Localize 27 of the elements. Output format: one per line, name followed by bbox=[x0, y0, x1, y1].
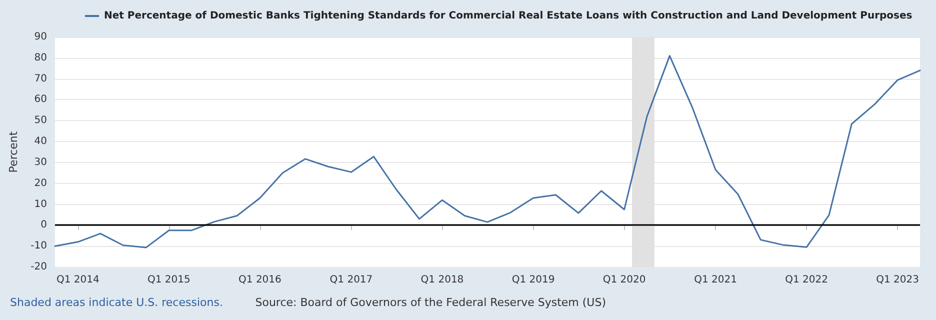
y-tick-label: 10 bbox=[34, 198, 47, 210]
y-tick-label: 0 bbox=[40, 220, 47, 231]
y-tick-label: 60 bbox=[34, 94, 47, 106]
y-tick-label: 80 bbox=[34, 52, 47, 64]
x-tick-label: Q1 2021 bbox=[694, 274, 737, 286]
y-tick-label: -20 bbox=[30, 262, 47, 272]
x-tick-label: Q1 2018 bbox=[420, 274, 464, 286]
y-tick-label: 40 bbox=[34, 136, 47, 148]
text: Shaded areas indicate U.S. recessions. bbox=[10, 296, 223, 309]
x-tick-label: Q1 2022 bbox=[785, 274, 828, 286]
y-axis-title: Percent bbox=[7, 130, 20, 173]
x-tick-label: Q1 2016 bbox=[238, 274, 282, 286]
y-tick-label: 90 bbox=[34, 32, 47, 42]
legend-label: Net Percentage of Domestic Banks Tightening Standards for Commercial Real Estate Loans with Construction and Land Development Purposes bbox=[104, 10, 912, 22]
y-tick-label: 20 bbox=[34, 178, 47, 189]
line-series bbox=[54, 55, 921, 248]
y-tick-label: 30 bbox=[34, 156, 47, 168]
source-note: Source: Board of Governors of the Federal Reserve System (US) bbox=[255, 296, 606, 309]
x-tick-label: Q1 2014 bbox=[56, 274, 100, 286]
y-tick-label: -10 bbox=[30, 240, 47, 252]
y-tick-label: 70 bbox=[34, 73, 47, 84]
x-tick-label: Q1 2019 bbox=[512, 274, 555, 286]
y-tick-label: 50 bbox=[34, 115, 47, 126]
x-tick-label: Q1 2023 bbox=[876, 274, 919, 286]
x-tick-label: Q1 2020 bbox=[602, 274, 646, 286]
x-tick-label: Q1 2015 bbox=[148, 274, 190, 286]
x-tick-label: Q1 2017 bbox=[330, 274, 373, 286]
